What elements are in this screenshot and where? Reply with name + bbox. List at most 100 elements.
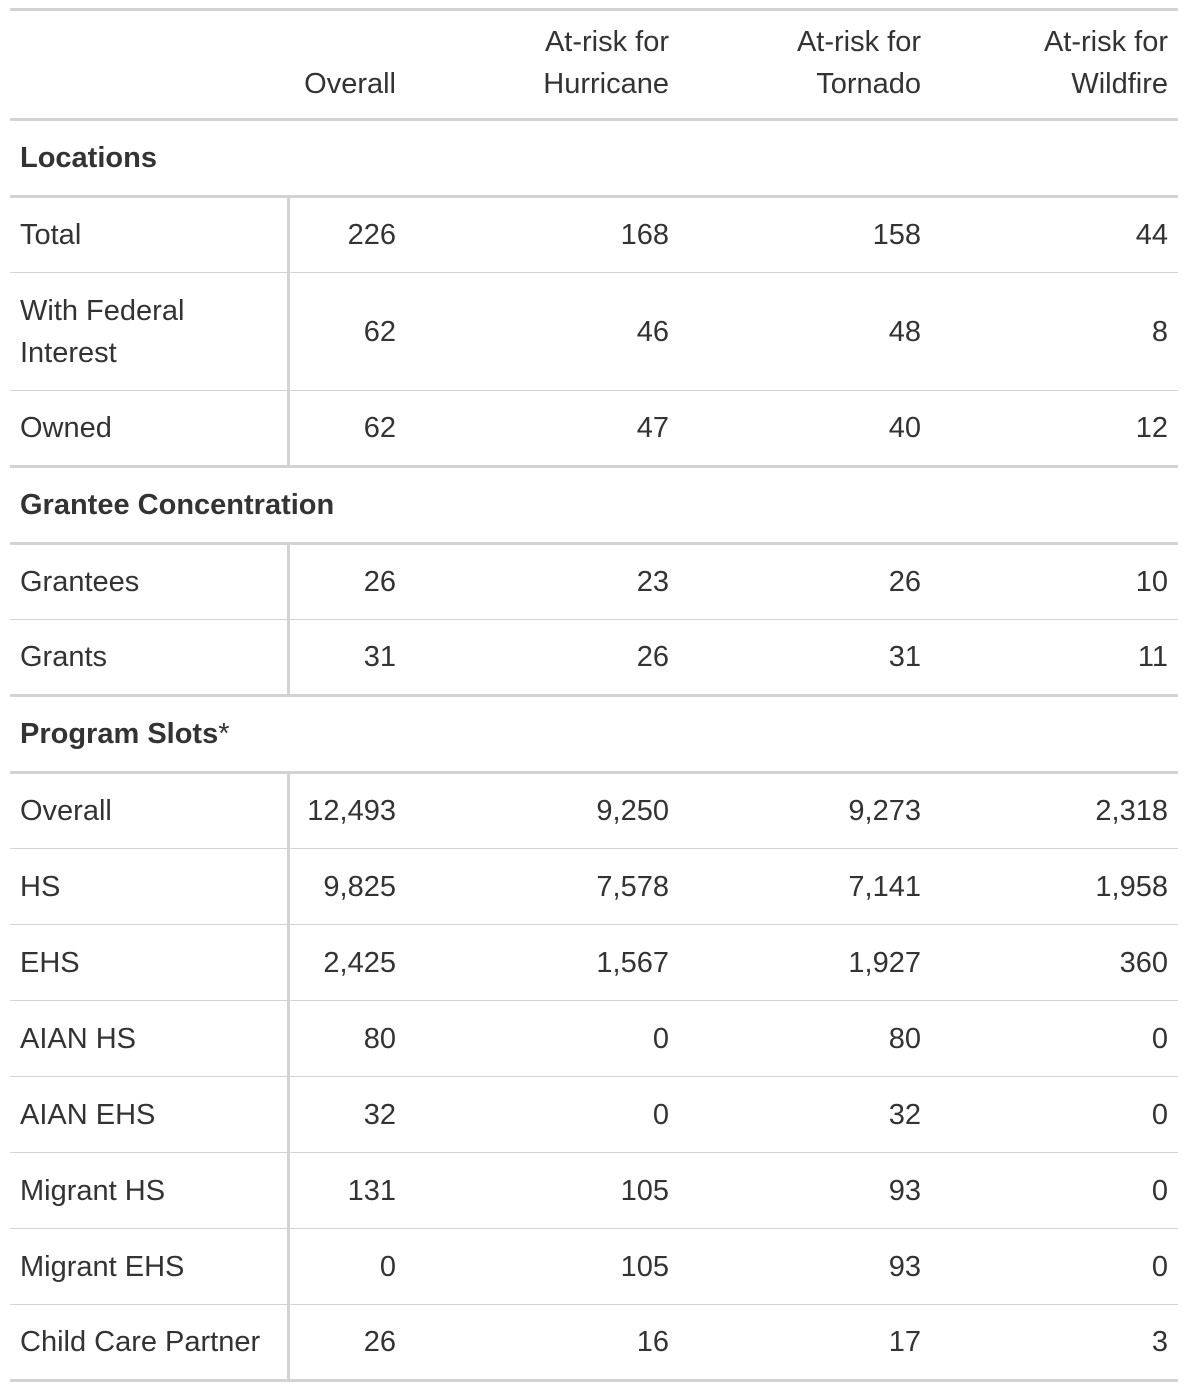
table-row: Migrant EHS 0 105 93 0: [10, 1228, 1178, 1305]
cell-tornado: 32: [888, 1098, 921, 1131]
cell-hurricane: 0: [652, 1022, 669, 1055]
row-group-label: Locations: [10, 120, 1178, 197]
cell-hurricane: 23: [636, 566, 669, 598]
table-row: Grants 31 26 31 11: [10, 619, 1178, 696]
cell-tornado: 17: [888, 1326, 921, 1358]
column-header-line: At-risk for: [544, 26, 669, 58]
column-header-overall: Overall: [304, 68, 396, 100]
cell-hurricane: 0: [652, 1098, 669, 1131]
row-group-header: Grantee Concentration: [10, 467, 1178, 544]
table-row: EHS 2,425 1,567 1,927 360: [10, 924, 1178, 1001]
cell-overall: 9,825: [323, 870, 396, 903]
cell-overall: 32: [363, 1098, 396, 1131]
stub-column-header: [10, 10, 288, 120]
cell-overall: 12,493: [307, 795, 396, 827]
row-label: Overall: [10, 772, 290, 849]
cell-hurricane: 7,578: [596, 870, 669, 903]
cell-tornado: 31: [888, 641, 921, 673]
group-title: Locations: [20, 141, 157, 174]
cell-wildfire: 0: [1151, 1174, 1168, 1207]
cell-wildfire: 0: [1151, 1098, 1168, 1131]
column-header-hurricane: At-risk for Hurricane: [406, 10, 679, 120]
cell-tornado: 93: [888, 1250, 921, 1283]
cell-tornado: 1,927: [848, 946, 921, 979]
column-header-line: Wildfire: [1071, 68, 1168, 100]
row-label: Grantees: [10, 543, 290, 620]
row-label: Child Care Partner: [10, 1304, 290, 1381]
table-row: Grantees 26 23 26 10: [10, 543, 1178, 620]
cell-wildfire: 0: [1151, 1250, 1168, 1283]
cell-hurricane: 1,567: [596, 946, 669, 979]
row-label: AIAN HS: [10, 1000, 290, 1077]
cell-overall: 26: [363, 1326, 396, 1358]
table-row: AIAN HS 80 0 80 0: [10, 1000, 1178, 1077]
row-label: AIAN EHS: [10, 1076, 290, 1153]
table-row: Total 226 168 158 44: [10, 196, 1178, 273]
table-body: Locations Total 226 168 158 44 With Federal In…: [10, 120, 1178, 1381]
cell-wildfire: 44: [1135, 219, 1168, 251]
column-header-line: At-risk for: [1043, 26, 1168, 58]
table-row: With Federal Interest 62 46 48 8: [10, 272, 1178, 391]
row-label: Grants: [10, 619, 290, 696]
row-group-label: Grantee Concentration: [10, 467, 1178, 544]
column-header-wildfire: At-risk for Wildfire: [931, 10, 1178, 120]
column-header-line: Hurricane: [543, 68, 669, 100]
cell-tornado: 40: [888, 412, 921, 444]
row-label: With Federal Interest: [10, 272, 290, 391]
column-header-line: At-risk for: [796, 26, 921, 58]
cell-tornado: 9,273: [848, 795, 921, 827]
cell-tornado: 93: [888, 1174, 921, 1207]
cell-overall: 80: [363, 1022, 396, 1055]
row-group-header: Locations: [10, 120, 1178, 197]
row-label: Migrant HS: [10, 1152, 290, 1229]
cell-overall: 62: [363, 315, 396, 348]
row-group-label: Program Slots*: [10, 696, 1178, 773]
table-row: Overall 12,493 9,250 9,273 2,318: [10, 772, 1178, 849]
row-label: HS: [10, 848, 290, 925]
cell-overall: 62: [363, 412, 396, 444]
column-header-row: Overall At-risk for Hurricane At-risk for…: [10, 9, 1178, 120]
cell-hurricane: 105: [620, 1174, 669, 1207]
cell-hurricane: 168: [620, 219, 669, 251]
cell-hurricane: 9,250: [596, 795, 669, 827]
footnote-mark: *: [218, 717, 230, 750]
column-header-line: Tornado: [816, 68, 921, 100]
table-row: Migrant HS 131 105 93 0: [10, 1152, 1178, 1229]
table-row: HS 9,825 7,578 7,141 1,958: [10, 848, 1178, 925]
table-header: Overall At-risk for Hurricane At-risk for…: [10, 9, 1178, 120]
cell-wildfire: 8: [1151, 315, 1168, 348]
cell-hurricane: 105: [620, 1250, 669, 1283]
table-row: AIAN EHS 32 0 32 0: [10, 1076, 1178, 1153]
cell-hurricane: 47: [636, 412, 669, 444]
row-label: Migrant EHS: [10, 1228, 290, 1305]
cell-tornado: 80: [888, 1022, 921, 1055]
cell-hurricane: 46: [636, 315, 669, 348]
cell-wildfire: 3: [1151, 1326, 1168, 1358]
group-title: Program Slots: [20, 717, 219, 750]
cell-tornado: 26: [888, 566, 921, 598]
cell-overall: 226: [347, 219, 396, 251]
cell-overall: 131: [347, 1174, 396, 1207]
table-row: Child Care Partner 26 16 17 3: [10, 1304, 1178, 1381]
cell-hurricane: 26: [636, 641, 669, 673]
group-title: Grantee Concentration: [20, 488, 335, 521]
cell-wildfire: 12: [1135, 412, 1168, 444]
cell-wildfire: 11: [1137, 641, 1168, 673]
cell-tornado: 158: [872, 219, 921, 251]
cell-tornado: 7,141: [848, 870, 921, 903]
cell-wildfire: 2,318: [1095, 795, 1168, 827]
row-group-header: Program Slots*: [10, 696, 1178, 773]
cell-overall: 26: [363, 566, 396, 598]
risk-summary-table: Overall At-risk for Hurricane At-risk for…: [10, 8, 1178, 1382]
row-label: Owned: [10, 390, 290, 467]
table-row: Owned 62 47 40 12: [10, 390, 1178, 467]
cell-wildfire: 360: [1119, 946, 1168, 979]
column-header-tornado: At-risk for Tornado: [679, 10, 931, 120]
cell-wildfire: 1,958: [1095, 870, 1168, 903]
row-label: EHS: [10, 924, 290, 1001]
cell-tornado: 48: [888, 315, 921, 348]
cell-overall: 2,425: [323, 946, 396, 979]
cell-overall: 31: [363, 641, 396, 673]
cell-wildfire: 0: [1151, 1022, 1168, 1055]
cell-hurricane: 16: [636, 1326, 669, 1358]
